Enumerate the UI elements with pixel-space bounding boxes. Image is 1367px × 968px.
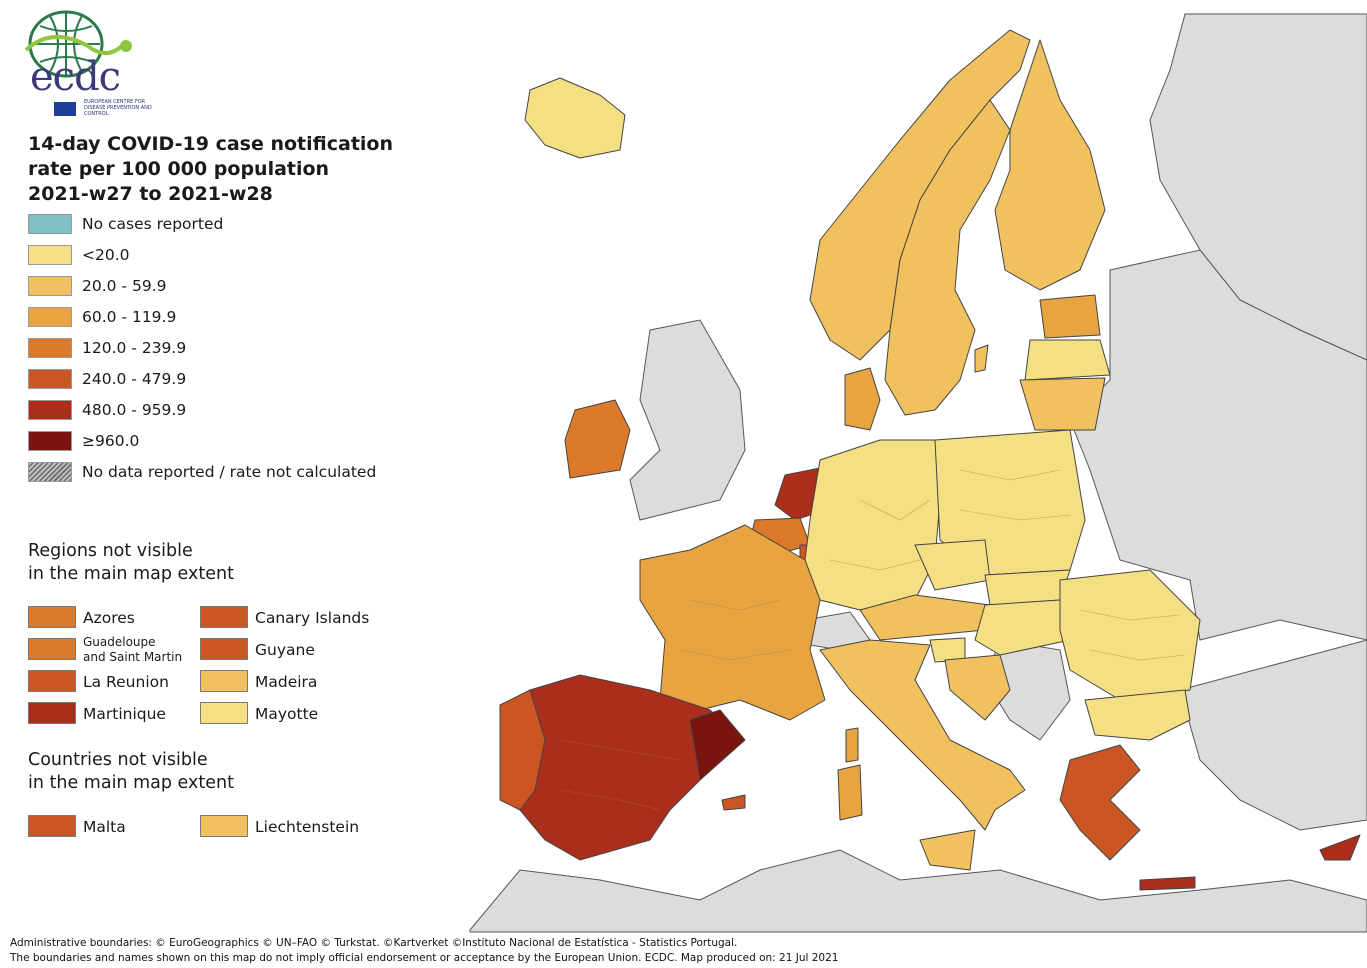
legend-item: 60.0 - 119.9 [28, 307, 388, 329]
footer-line-1: Administrative boundaries: © EuroGeograp… [10, 937, 738, 949]
logo-subtitle: European Centre for Disease Prevention a… [84, 99, 152, 117]
globe-icon [24, 10, 132, 116]
legend-label: No data reported / rate not calculated [82, 463, 377, 481]
legend-item: 240.0 - 479.9 [28, 369, 388, 391]
legend-item: No cases reported [28, 214, 388, 236]
legend-swatch [28, 400, 72, 420]
region-lithuania [1019, 377, 1106, 431]
region-cyprus [1319, 834, 1361, 861]
extra-region-label: Martinique [83, 705, 166, 723]
region-corsica [845, 727, 859, 763]
legend-swatch [28, 431, 72, 451]
region-sicily [919, 829, 976, 871]
extra-region-item: Madeira [200, 670, 380, 696]
extra-region-label: Guyane [255, 641, 315, 659]
legend-label: No cases reported [82, 215, 224, 233]
extra-region-swatch [28, 670, 76, 692]
region-latvia [1024, 339, 1111, 381]
region-balearic [721, 794, 746, 811]
countries-not-visible-title: Countries not visible in the main map ex… [28, 750, 234, 793]
extra-region-swatch [200, 702, 248, 724]
legend-item: 480.0 - 959.9 [28, 400, 388, 422]
extra-region-swatch [200, 670, 248, 692]
region-italy [819, 639, 1026, 831]
legend-item: ≥960.0 [28, 431, 388, 453]
regions-not-visible-title: Regions not visible in the main map exte… [28, 541, 234, 584]
legend-swatch [28, 307, 72, 327]
extra-region-item: Guadeloupe and Saint Martin [28, 635, 208, 664]
logo-text: ecdc [30, 54, 121, 100]
extra-region-item: La Reunion [28, 670, 208, 696]
extra-region-swatch [200, 815, 248, 837]
legend-label: 120.0 - 239.9 [82, 339, 187, 357]
region-hungary [974, 599, 1071, 656]
region-portugal [499, 689, 546, 811]
legend-swatch [28, 462, 72, 482]
legend-label: 480.0 - 959.9 [82, 401, 187, 419]
extra-region-label: Guadeloupe and Saint Martin [83, 635, 183, 664]
region-estonia [1039, 294, 1101, 339]
region-finland [994, 39, 1106, 291]
ecdc-logo [22, 6, 162, 122]
region-crete [1139, 876, 1196, 891]
extra-region-item: Mayotte [200, 702, 380, 728]
region-germany [804, 439, 941, 611]
extra-region-label: Mayotte [255, 705, 319, 723]
extra-region-swatch [28, 638, 76, 660]
region-greece [1059, 744, 1141, 861]
internal-boundaries [559, 469, 1186, 811]
extra-region-item: Liechtenstein [200, 815, 380, 841]
legend-item: 20.0 - 59.9 [28, 276, 388, 298]
legend-label: 20.0 - 59.9 [82, 277, 167, 295]
region-bulgaria [1084, 689, 1191, 741]
region-romania [1059, 569, 1201, 701]
eu-flag-icon [54, 102, 76, 116]
legend-swatch [28, 214, 72, 234]
region-croatia [944, 654, 1011, 721]
legend-swatch [28, 338, 72, 358]
extra-region-label: Canary Islands [255, 609, 370, 627]
region-gotland [974, 344, 989, 373]
extra-region-item: Malta [28, 815, 208, 841]
legend-label: <20.0 [82, 246, 130, 264]
region-czechia [914, 539, 991, 591]
legend-label: 240.0 - 479.9 [82, 370, 187, 388]
region-catalonia [689, 709, 746, 781]
region-iceland [524, 77, 626, 159]
legend-label: 60.0 - 119.9 [82, 308, 177, 326]
legend-swatch [28, 245, 72, 265]
extra-region-swatch [28, 815, 76, 837]
legend-item: No data reported / rate not calculated [28, 462, 388, 484]
extra-region-item: Guyane [200, 638, 380, 664]
non-eu-land [469, 13, 1367, 933]
extra-region-swatch [200, 606, 248, 628]
region-sardinia [837, 764, 863, 821]
map-title: 14-day COVID-19 case notification rate p… [28, 133, 393, 205]
extra-region-label: Malta [83, 818, 126, 836]
region-denmark [844, 367, 881, 431]
legend-item: 120.0 - 239.9 [28, 338, 388, 360]
choropleth-regions [499, 29, 1361, 891]
extra-region-item: Azores [28, 606, 208, 632]
extra-region-label: Azores [83, 609, 135, 627]
region-sweden [884, 99, 1011, 416]
extra-region-swatch [28, 702, 76, 724]
legend-label: ≥960.0 [82, 432, 140, 450]
legend-item: <20.0 [28, 245, 388, 267]
footer: Administrative boundaries: © EuroGeograp… [10, 936, 838, 966]
footer-line-2: The boundaries and names shown on this m… [10, 952, 839, 964]
extra-region-item: Martinique [28, 702, 208, 728]
extra-region-label: La Reunion [83, 673, 169, 691]
extra-region-label: Madeira [255, 673, 318, 691]
extra-region-swatch [200, 638, 248, 660]
extra-region-swatch [28, 606, 76, 628]
legend-swatch [28, 276, 72, 296]
legend-swatch [28, 369, 72, 389]
extra-region-item: Canary Islands [200, 606, 380, 632]
region-france [639, 524, 826, 721]
region-ireland [564, 399, 631, 479]
extra-region-label: Liechtenstein [255, 818, 360, 836]
